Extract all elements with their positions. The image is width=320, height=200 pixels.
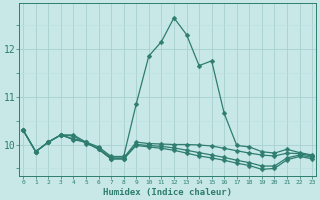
X-axis label: Humidex (Indice chaleur): Humidex (Indice chaleur)	[103, 188, 232, 197]
